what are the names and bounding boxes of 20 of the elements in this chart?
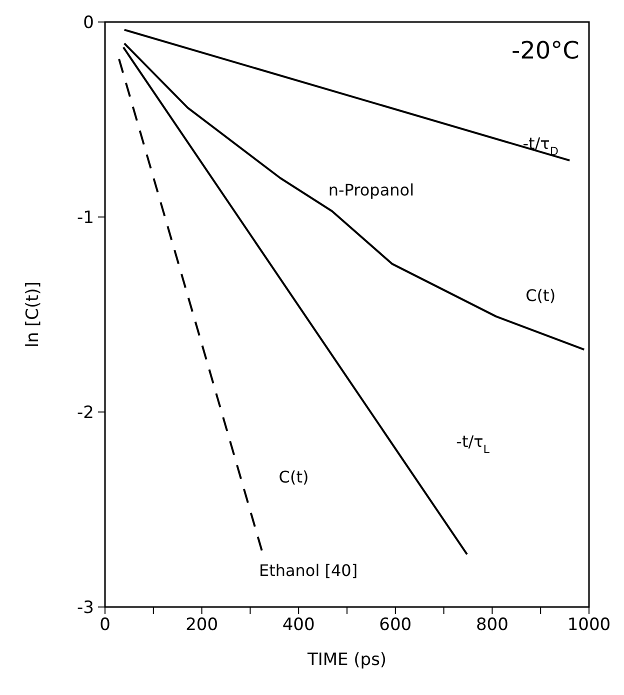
y-tick-label: -1	[77, 208, 94, 228]
annotation: -t/τ$_{L}$	[456, 432, 490, 456]
line-series	[123, 42, 586, 351]
annotation: C(t)	[526, 286, 556, 306]
x-tick-label: 0	[100, 615, 110, 636]
y-tick-label: 0	[83, 13, 94, 34]
x-tick-label: 400	[282, 615, 315, 636]
x-tick-label: 1000	[567, 615, 611, 636]
y-tick-label: -3	[77, 598, 94, 618]
annotation: n-Propanol	[328, 181, 414, 200]
x-tick-label: 800	[476, 615, 508, 636]
annotation: -t/τ$_{D}$	[522, 134, 558, 158]
x-tick-label: 600	[379, 615, 412, 636]
x-axis-title: TIME (ps)	[306, 650, 387, 670]
annotation: Ethanol [40]	[258, 561, 358, 580]
annotation: -20°C	[511, 36, 580, 64]
y-axis-title: ln [C(t)]	[23, 282, 44, 348]
annotation: C(t)	[278, 468, 309, 487]
y-tick-label: -2	[77, 403, 94, 424]
x-tick-label: 200	[186, 615, 218, 636]
